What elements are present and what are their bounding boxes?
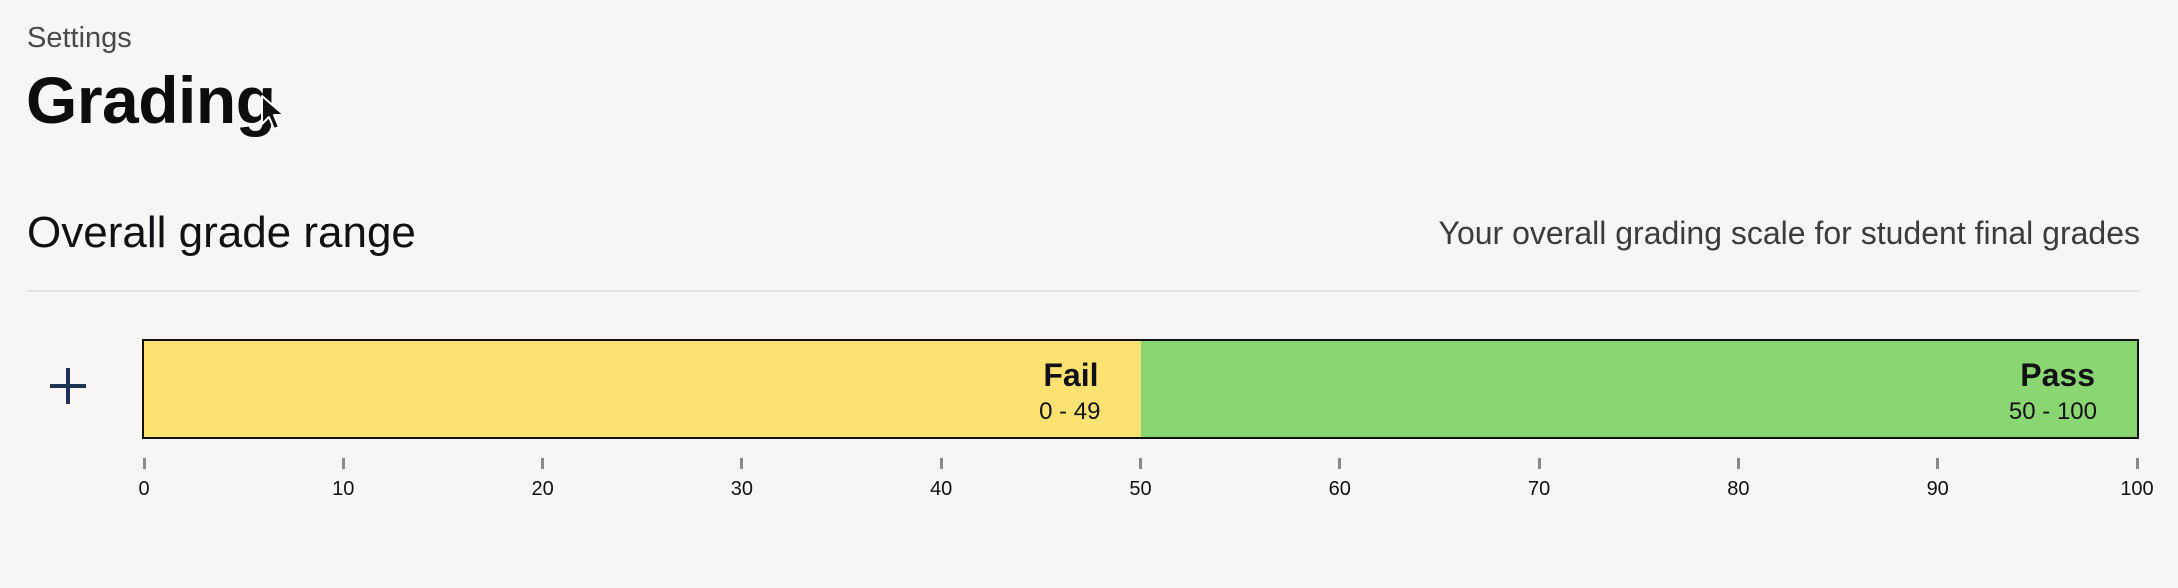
section-title: Overall grade range <box>27 208 416 257</box>
section-divider <box>27 290 2140 292</box>
breadcrumb[interactable]: Settings <box>27 22 132 54</box>
axis-tick <box>740 458 744 469</box>
axis-tick <box>2135 458 2139 469</box>
grade-segment-range: 50 - 100 <box>2008 398 2097 425</box>
axis-tick <box>142 458 146 469</box>
mouse-cursor-icon <box>261 95 285 130</box>
axis-tick <box>1936 458 1940 469</box>
axis-tick-label: 70 <box>1527 478 1551 500</box>
page-title: Grading <box>26 63 276 137</box>
axis-tick-label: 30 <box>730 478 754 500</box>
grade-range-bar: Fail 0 - 49 Pass 50 - 100 <box>142 339 2139 439</box>
axis-tick <box>1139 458 1142 469</box>
grade-segment-pass[interactable]: Pass 50 - 100 <box>1140 341 2137 437</box>
axis-tick <box>1537 458 1541 469</box>
axis-tick <box>1736 458 1740 469</box>
add-grade-range-button[interactable] <box>46 364 90 408</box>
axis-tick <box>341 458 345 469</box>
axis-tick-label: 20 <box>531 478 554 500</box>
axis-tick-label: 80 <box>1727 478 1750 500</box>
axis-tick-label: 0 <box>138 478 150 500</box>
grade-scale-axis: 0 10 20 30 40 50 60 70 80 90 100 <box>138 458 2154 508</box>
axis-tick <box>1338 458 1342 469</box>
section-description: Your overall grading scale for student f… <box>1438 215 2140 251</box>
axis-tick-label: 40 <box>930 478 953 500</box>
axis-tick <box>939 458 943 469</box>
grade-segment-range: 0 - 49 <box>1039 398 1101 425</box>
grade-segment-label: Fail <box>1043 357 1099 393</box>
axis-tick-label: 50 <box>1129 478 1152 500</box>
axis-tick-label: 100 <box>2120 478 2154 500</box>
axis-tick-label: 90 <box>1926 478 1949 500</box>
grade-segment-label: Pass <box>2020 357 2095 393</box>
axis-tick-label: 10 <box>332 478 355 500</box>
grade-segment-fail[interactable]: Fail 0 - 49 <box>144 341 1141 437</box>
axis-tick <box>541 458 545 469</box>
axis-tick-label: 60 <box>1328 478 1351 500</box>
